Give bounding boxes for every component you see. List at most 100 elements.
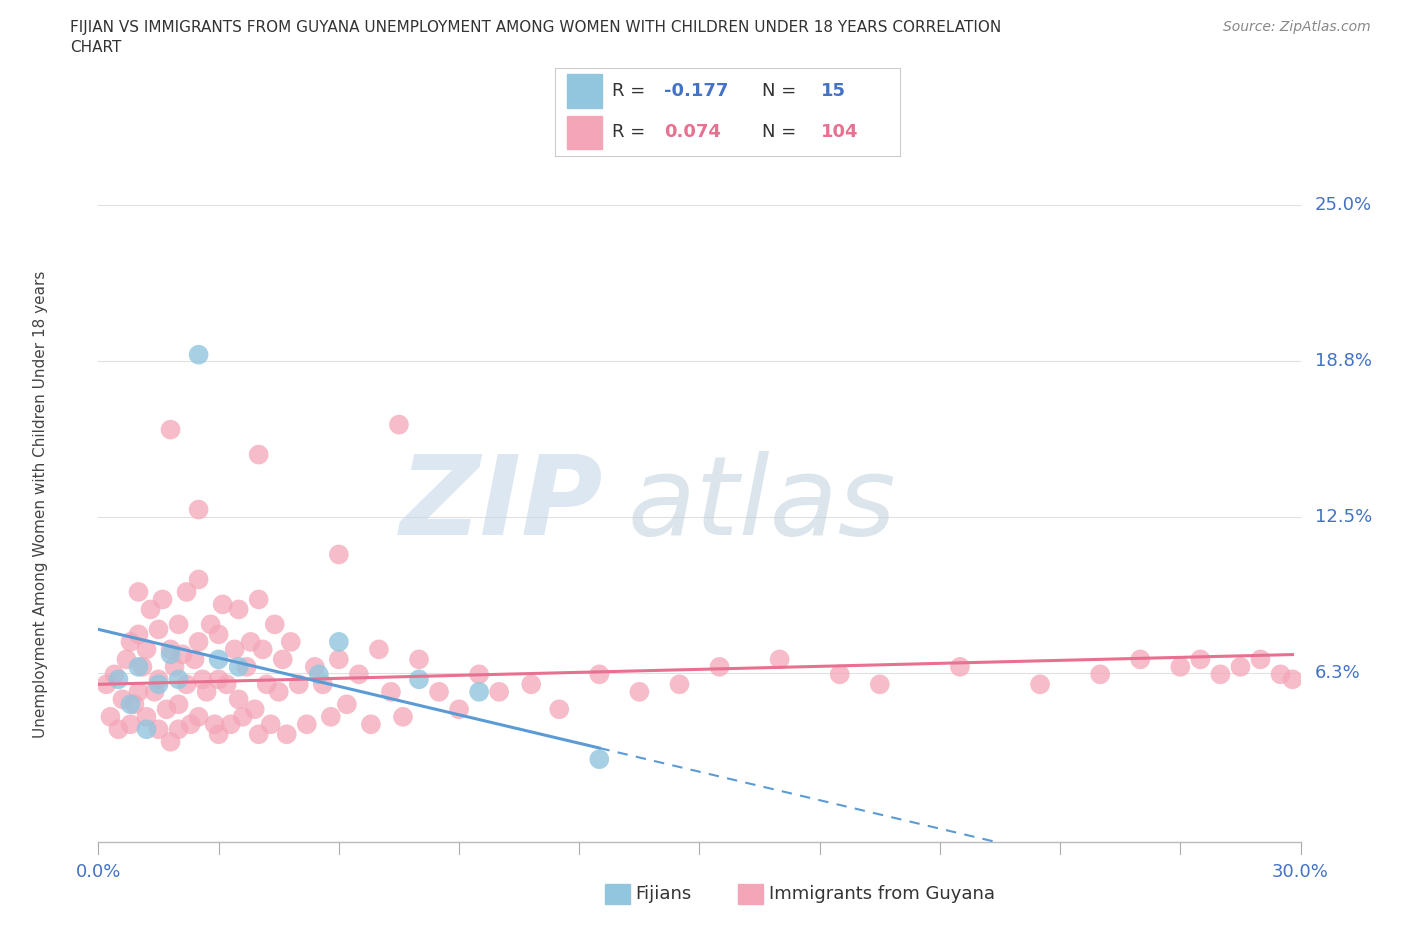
Bar: [568, 115, 602, 149]
Point: [828, 667, 851, 682]
Point: [271, 652, 294, 667]
Bar: [568, 74, 602, 108]
Point: [124, 697, 146, 711]
Point: [228, 659, 250, 674]
Text: 15: 15: [821, 82, 845, 100]
Point: [628, 684, 651, 699]
Point: [1250, 652, 1272, 667]
Point: [195, 684, 218, 699]
Point: [1029, 677, 1052, 692]
Text: 18.8%: 18.8%: [1315, 352, 1372, 370]
Point: [148, 622, 170, 637]
Point: [172, 647, 194, 662]
Point: [408, 671, 430, 686]
Text: Unemployment Among Women with Children Under 18 years: Unemployment Among Women with Children U…: [34, 271, 48, 738]
Text: atlas: atlas: [627, 451, 896, 558]
Point: [176, 677, 198, 692]
Point: [167, 697, 190, 711]
Text: 12.5%: 12.5%: [1315, 508, 1372, 526]
Point: [276, 727, 298, 742]
Point: [408, 652, 430, 667]
Point: [1088, 667, 1111, 682]
Text: CHART: CHART: [70, 40, 122, 55]
Point: [208, 652, 231, 667]
Text: R =: R =: [612, 124, 651, 141]
Point: [312, 677, 335, 692]
Point: [103, 667, 125, 682]
Point: [107, 671, 129, 686]
Point: [100, 710, 122, 724]
Point: [167, 722, 190, 737]
Point: [347, 667, 370, 682]
Point: [588, 667, 610, 682]
Point: [252, 642, 274, 657]
Point: [243, 702, 266, 717]
Point: [120, 634, 142, 649]
Point: [1129, 652, 1152, 667]
Point: [468, 684, 491, 699]
Point: [148, 722, 170, 737]
Point: [328, 652, 350, 667]
Point: [180, 717, 202, 732]
Point: [239, 634, 262, 649]
Text: Source: ZipAtlas.com: Source: ZipAtlas.com: [1223, 20, 1371, 34]
Point: [219, 717, 242, 732]
Point: [247, 592, 270, 607]
Point: [260, 717, 283, 732]
Point: [120, 717, 142, 732]
Point: [328, 547, 350, 562]
Text: -0.177: -0.177: [664, 82, 728, 100]
Point: [135, 642, 157, 657]
Text: 6.3%: 6.3%: [1315, 664, 1361, 682]
Point: [200, 617, 222, 631]
Text: 0.0%: 0.0%: [76, 863, 121, 881]
Point: [304, 659, 326, 674]
Point: [228, 692, 250, 707]
Point: [135, 722, 157, 737]
Point: [131, 659, 153, 674]
Point: [208, 727, 231, 742]
Point: [228, 602, 250, 617]
Point: [159, 642, 181, 657]
Point: [115, 652, 138, 667]
Point: [111, 692, 134, 707]
Point: [148, 677, 170, 692]
Text: 0.074: 0.074: [664, 124, 721, 141]
Point: [128, 684, 150, 699]
Point: [336, 697, 359, 711]
Point: [468, 667, 491, 682]
Point: [135, 710, 157, 724]
Point: [159, 647, 181, 662]
Text: 30.0%: 30.0%: [1272, 863, 1329, 881]
Point: [488, 684, 510, 699]
Point: [235, 659, 257, 674]
Point: [211, 597, 233, 612]
Point: [96, 677, 118, 692]
Point: [1170, 659, 1192, 674]
Point: [187, 710, 209, 724]
Point: [869, 677, 891, 692]
Point: [368, 642, 391, 657]
Point: [548, 702, 571, 717]
Point: [159, 735, 181, 750]
Point: [308, 667, 330, 682]
Point: [328, 634, 350, 649]
Point: [128, 659, 150, 674]
Point: [447, 702, 470, 717]
Text: ZIP: ZIP: [399, 451, 603, 558]
Point: [187, 634, 209, 649]
Point: [152, 592, 174, 607]
Point: [183, 652, 205, 667]
Point: [1229, 659, 1251, 674]
Point: [256, 677, 278, 692]
Point: [204, 717, 226, 732]
Point: [1270, 667, 1292, 682]
Point: [163, 659, 186, 674]
Text: FIJIAN VS IMMIGRANTS FROM GUYANA UNEMPLOYMENT AMONG WOMEN WITH CHILDREN UNDER 18: FIJIAN VS IMMIGRANTS FROM GUYANA UNEMPLO…: [70, 20, 1001, 35]
Point: [159, 422, 181, 437]
Text: 104: 104: [821, 124, 858, 141]
Text: R =: R =: [612, 82, 651, 100]
Text: N =: N =: [762, 124, 801, 141]
Point: [176, 584, 198, 599]
Text: Fijians: Fijians: [636, 884, 692, 903]
